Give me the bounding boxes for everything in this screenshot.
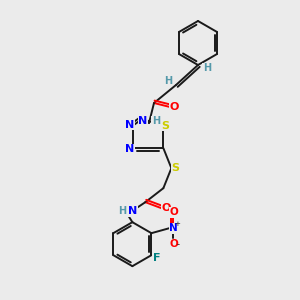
Text: +: +: [175, 221, 180, 227]
Text: S: S: [171, 163, 179, 173]
Text: N: N: [169, 223, 178, 233]
Text: N: N: [125, 120, 134, 130]
Text: S: S: [161, 121, 169, 131]
Text: H: H: [164, 76, 172, 86]
Text: O: O: [169, 207, 178, 217]
Text: N: N: [125, 144, 134, 154]
Text: O: O: [169, 102, 179, 112]
Text: O: O: [162, 203, 171, 213]
Text: O: O: [169, 239, 178, 249]
Text: H: H: [203, 63, 211, 73]
Text: N: N: [138, 116, 148, 126]
Text: N: N: [128, 206, 137, 216]
Text: -: -: [177, 240, 180, 249]
Text: H: H: [118, 206, 126, 216]
Text: H: H: [152, 116, 160, 126]
Text: F: F: [153, 253, 160, 263]
